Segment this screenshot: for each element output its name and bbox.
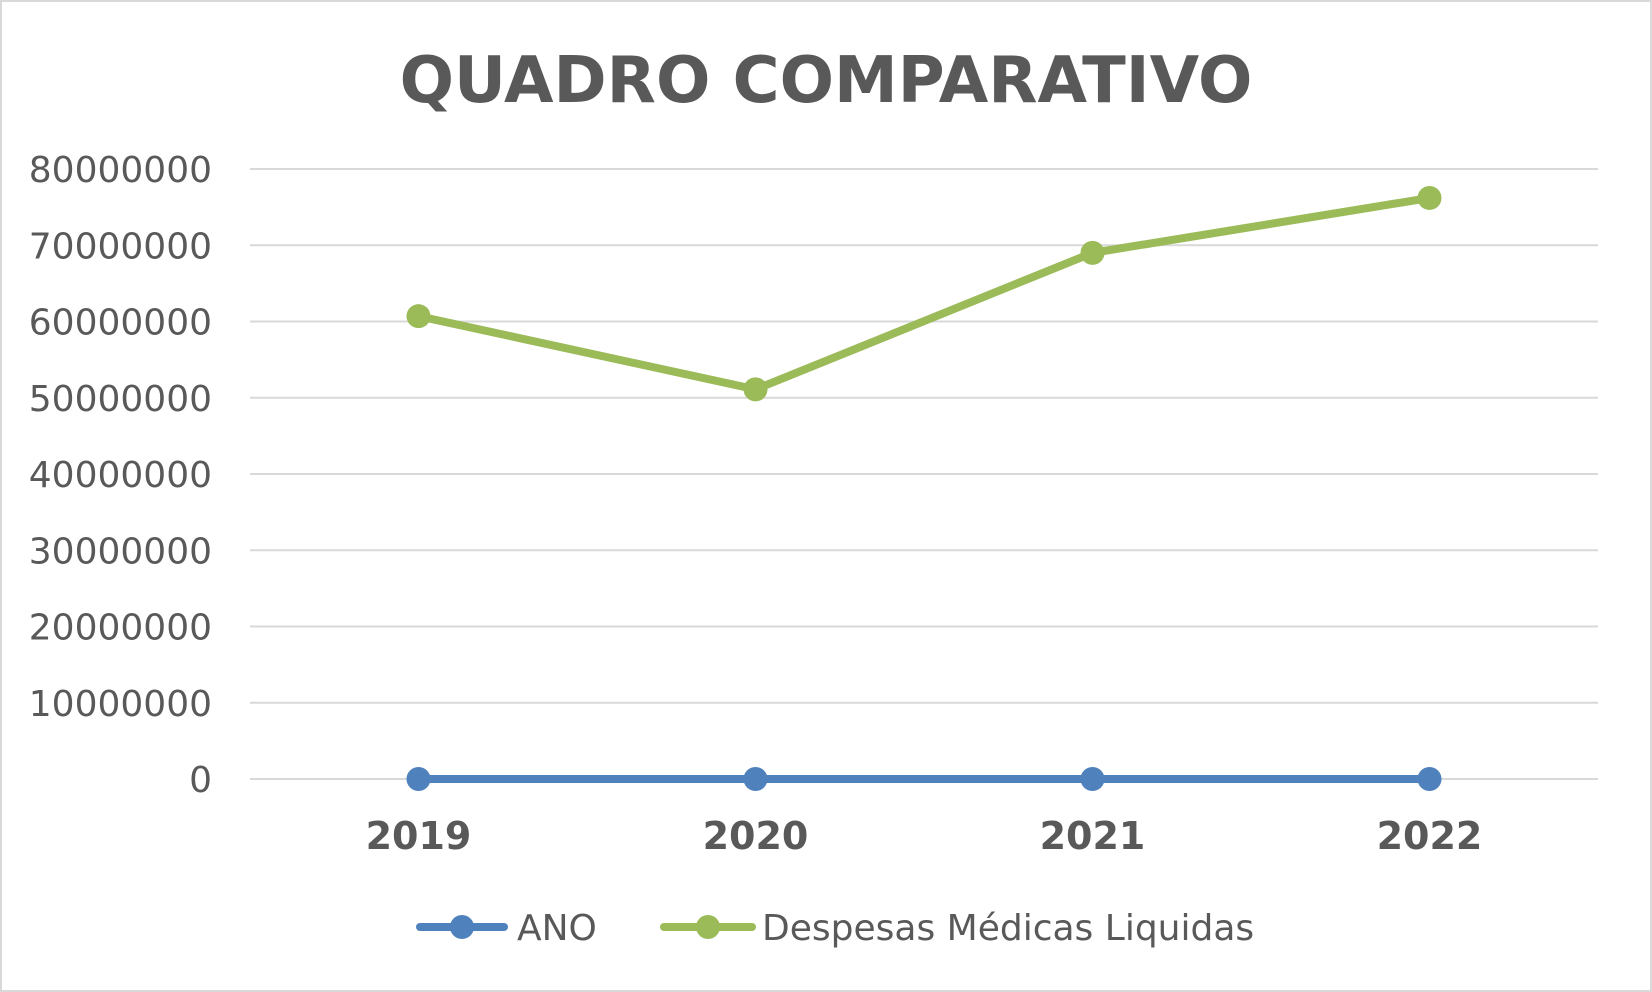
x-tick-label: 2021 [1040, 814, 1146, 858]
y-tick-label: 80000000 [29, 150, 212, 191]
legend: ANO Despesas Médicas Liquidas [416, 908, 1254, 949]
y-tick-label: 10000000 [29, 684, 212, 725]
gridlines [250, 168, 1598, 780]
data-point [743, 766, 768, 791]
legend-swatch-marker [450, 915, 474, 939]
legend-swatch-marker [696, 915, 720, 939]
chart-title: QUADRO COMPARATIVO [400, 44, 1253, 118]
data-point [406, 766, 431, 791]
y-axis-tick-labels: 0 10000000 20000000 30000000 40000000 5000000… [29, 150, 212, 801]
x-axis-tick-labels: 2019 2020 2021 2022 [366, 814, 1483, 858]
series-2 [406, 185, 1442, 402]
data-point [1417, 185, 1442, 210]
x-tick-label: 2019 [366, 814, 472, 858]
y-tick-label: 70000000 [29, 226, 212, 267]
legend-entry: ANO [416, 908, 597, 949]
x-tick-label: 2022 [1377, 814, 1483, 858]
data-point [1080, 766, 1105, 791]
series-1 [406, 766, 1442, 791]
data-point [406, 304, 431, 329]
x-tick-label: 2020 [703, 814, 809, 858]
data-point [743, 377, 768, 402]
y-tick-label: 50000000 [29, 379, 212, 420]
data-point [1080, 240, 1105, 265]
y-tick-label: 60000000 [29, 303, 212, 344]
y-tick-label: 30000000 [29, 531, 212, 572]
y-tick-label: 0 [189, 760, 212, 801]
y-tick-label: 40000000 [29, 455, 212, 496]
series-layer [406, 185, 1442, 791]
legend-entry: Despesas Médicas Liquidas [660, 908, 1254, 949]
data-point [1417, 766, 1442, 791]
y-tick-label: 20000000 [29, 608, 212, 649]
legend-label: Despesas Médicas Liquidas [762, 908, 1254, 949]
series-line [414, 193, 1434, 394]
legend-label: ANO [517, 908, 597, 949]
